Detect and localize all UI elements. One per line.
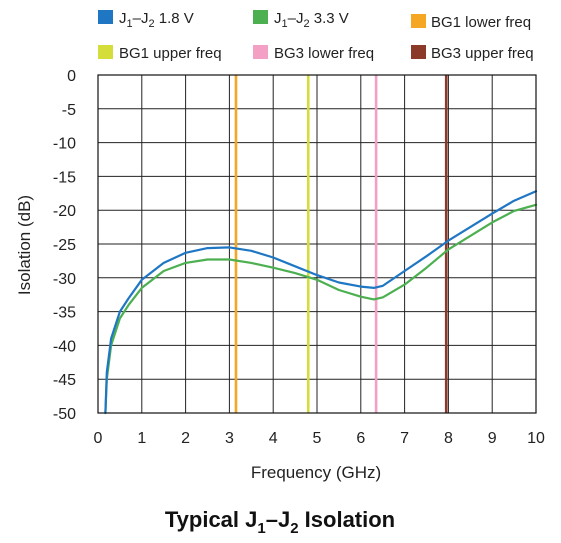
legend-swatch-series-2 bbox=[253, 10, 268, 24]
x-tick-label: 3 bbox=[225, 430, 234, 447]
marker-lines bbox=[234, 75, 448, 413]
y-tick-label: -30 bbox=[53, 271, 76, 288]
y-tick-label: -50 bbox=[53, 406, 76, 423]
plot-frame bbox=[97, 74, 537, 414]
y-tick-label: -10 bbox=[53, 136, 76, 153]
legend-swatch-marker-3 bbox=[253, 45, 268, 59]
legend-swatch-marker-2 bbox=[98, 45, 113, 59]
y-tick-label: -45 bbox=[53, 372, 76, 389]
x-tick-label: 7 bbox=[400, 430, 409, 447]
x-tick-label: 1 bbox=[137, 430, 146, 447]
x-tick-label: 9 bbox=[488, 430, 497, 447]
y-tick-labels: 0 -5 -10 -15 -20 -25 -30 -35 -40 -45 -50 bbox=[53, 68, 76, 423]
x-tick-label: 0 bbox=[94, 430, 103, 447]
x-tick-labels: 0 1 2 3 4 5 6 7 8 9 10 bbox=[94, 430, 545, 447]
y-tick-label: -35 bbox=[53, 305, 76, 322]
legend-label-series-1: J1–J2 1.8 V bbox=[119, 10, 194, 30]
legend-swatch-marker-4 bbox=[411, 45, 426, 59]
y-tick-label: 0 bbox=[67, 68, 76, 85]
y-axis-title: Isolation (dB) bbox=[15, 195, 34, 295]
x-tick-label: 8 bbox=[444, 430, 453, 447]
x-tick-label: 5 bbox=[313, 430, 322, 447]
x-tick-label: 6 bbox=[356, 430, 365, 447]
legend-label-marker-2: BG1 upper freq bbox=[119, 45, 222, 62]
grid bbox=[97, 74, 537, 414]
legend-swatch-series-1 bbox=[98, 10, 113, 24]
legend-label-marker-4: BG3 upper freq bbox=[431, 45, 534, 62]
x-tick-label: 10 bbox=[527, 430, 545, 447]
x-tick-label: 4 bbox=[269, 430, 278, 447]
legend-swatch-marker-1 bbox=[411, 14, 426, 28]
series-line-2 bbox=[104, 203, 538, 415]
x-axis-title: Frequency (GHz) bbox=[251, 463, 381, 482]
chart-title: Typical J1–J2 Isolation bbox=[165, 507, 395, 537]
y-tick-label: -15 bbox=[53, 169, 76, 186]
y-tick-label: -20 bbox=[53, 203, 76, 220]
legend-label-series-2: J1–J2 3.3 V bbox=[274, 10, 349, 30]
x-tick-label: 2 bbox=[181, 430, 190, 447]
legend-label-marker-3: BG3 lower freq bbox=[274, 45, 374, 62]
series-lines bbox=[104, 190, 538, 415]
y-tick-label: -25 bbox=[53, 237, 76, 254]
legend: J1–J2 1.8 V J1–J2 3.3 V BG1 lower freq B… bbox=[98, 10, 534, 62]
series-line-1 bbox=[104, 190, 538, 415]
y-tick-label: -5 bbox=[62, 102, 76, 119]
legend-label-marker-1: BG1 lower freq bbox=[431, 14, 531, 31]
y-tick-label: -40 bbox=[53, 338, 76, 355]
